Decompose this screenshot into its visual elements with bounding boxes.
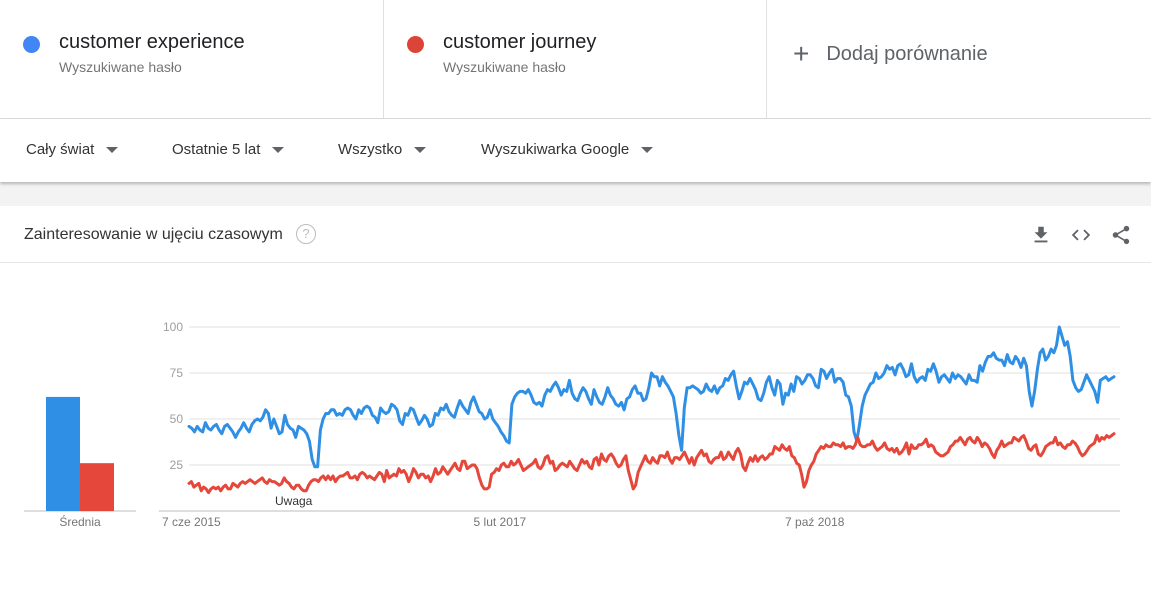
interest-over-time-card: Zainteresowanie w ujęciu czasowym ? 25 50… xyxy=(0,206,1151,599)
download-icon[interactable] xyxy=(1030,224,1052,246)
series-color-dot xyxy=(407,36,424,53)
series-lines xyxy=(187,325,1116,495)
chart-annotations: Uwaga xyxy=(275,494,313,508)
chart-grid xyxy=(159,326,1120,512)
series-color-dot xyxy=(23,36,40,53)
interest-chart: 25 50 75 100 7 cze 2015 5 lut 2017 7 paź 2018… xyxy=(24,320,1120,529)
term-card-customer-journey[interactable]: customer journey Wyszukiwane hasło xyxy=(384,0,767,118)
average-label: Średnia xyxy=(59,514,101,529)
region-filter-label: Cały świat xyxy=(26,141,95,158)
x-tick-label: 5 lut 2017 xyxy=(474,515,527,529)
x-axis-labels: 7 cze 2015 5 lut 2017 7 paź 2018 xyxy=(162,515,845,529)
average-bar xyxy=(46,396,80,511)
region-filter[interactable]: Cały świat xyxy=(26,141,119,158)
term-type: Wyszukiwane hasło xyxy=(443,59,566,75)
annotation-label: Uwaga xyxy=(275,494,313,508)
chevron-down-icon xyxy=(641,146,654,153)
y-tick-label: 25 xyxy=(170,458,184,472)
source-filter[interactable]: Wyszukiwarka Google xyxy=(481,141,654,158)
card-title: Zainteresowanie w ujęciu czasowym xyxy=(24,226,283,243)
help-icon[interactable]: ? xyxy=(296,224,316,244)
chevron-down-icon xyxy=(414,146,427,153)
share-icon[interactable] xyxy=(1110,224,1132,246)
card-header: Zainteresowanie w ujęciu czasowym ? xyxy=(0,206,1151,263)
category-filter-label: Wszystko xyxy=(338,141,403,158)
filter-bar: Cały świat Ostatnie 5 lat Wszystko Wyszu… xyxy=(0,119,1151,182)
term-card-customer-experience[interactable]: customer experience Wyszukiwane hasło xyxy=(0,0,384,118)
period-filter[interactable]: Ostatnie 5 lat xyxy=(172,141,285,158)
term-type: Wyszukiwane hasło xyxy=(59,59,182,75)
average-bars: Średnia xyxy=(24,396,136,529)
period-filter-label: Ostatnie 5 lat xyxy=(172,141,261,158)
y-axis-labels: 25 50 75 100 xyxy=(163,320,183,472)
add-comparison-label: Dodaj porównanie xyxy=(826,42,988,65)
add-comparison-button[interactable]: + Dodaj porównanie xyxy=(767,0,1151,118)
comparison-terms-bar: customer experience Wyszukiwane hasło cu… xyxy=(0,0,1151,119)
embed-code-icon[interactable] xyxy=(1070,224,1092,246)
category-filter[interactable]: Wszystko xyxy=(338,141,427,158)
series-line xyxy=(187,432,1116,495)
chevron-down-icon xyxy=(272,146,285,153)
average-bar xyxy=(80,463,114,511)
term-name[interactable]: customer experience xyxy=(59,31,245,53)
series-line xyxy=(187,325,1116,469)
x-tick-label: 7 paź 2018 xyxy=(785,515,845,529)
y-tick-label: 75 xyxy=(170,366,184,380)
y-tick-label: 100 xyxy=(163,320,183,334)
x-tick-label: 7 cze 2015 xyxy=(162,515,221,529)
y-tick-label: 50 xyxy=(170,412,184,426)
plus-icon: + xyxy=(793,38,810,69)
chevron-down-icon xyxy=(106,146,119,153)
source-filter-label: Wyszukiwarka Google xyxy=(481,141,630,158)
term-name[interactable]: customer journey xyxy=(443,31,597,53)
